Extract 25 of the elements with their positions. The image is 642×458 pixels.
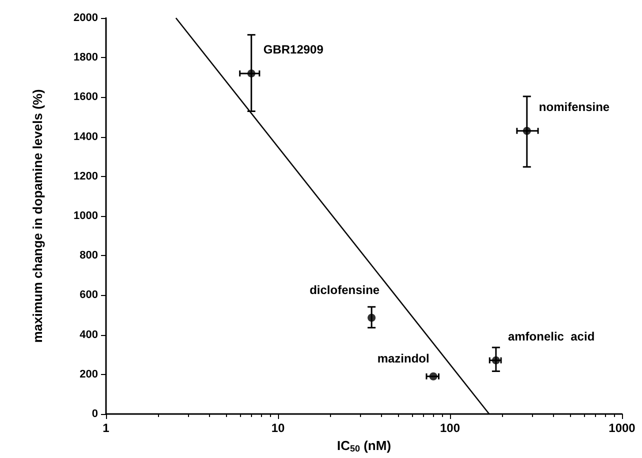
annotation: GBR12909 <box>263 42 324 56</box>
annotation: nomifensine <box>538 100 610 114</box>
y-tick-label: 1200 <box>74 170 98 182</box>
x-tick-label: 1000 <box>608 421 636 435</box>
annotation: diclofensine <box>310 282 380 297</box>
x-tick-label: 1 <box>102 421 110 435</box>
y-tick-label: 400 <box>80 328 98 341</box>
y-tick-label: 1400 <box>74 130 98 143</box>
y-tick-label: 1600 <box>74 91 98 104</box>
annotation: amfonelic acid <box>508 329 595 344</box>
y-tick-label: 1000 <box>74 210 98 222</box>
y-tick-label: 1800 <box>74 52 98 64</box>
annotation: mazindol <box>377 351 430 366</box>
point <box>247 69 256 78</box>
point <box>368 314 376 322</box>
y-axis-title: maximum change in dopamine levels (%) <box>30 89 45 343</box>
point <box>492 356 500 364</box>
y-tick-label: 2000 <box>74 12 98 24</box>
y-tick-label: 200 <box>80 368 98 380</box>
y-tick-label: 800 <box>80 250 98 262</box>
y-tick-label: 600 <box>80 289 98 302</box>
x-tick-label: 100 <box>440 421 460 435</box>
x-tick-label: 10 <box>271 421 285 435</box>
point <box>429 372 438 380</box>
y-tick-label: 0 <box>92 408 98 420</box>
